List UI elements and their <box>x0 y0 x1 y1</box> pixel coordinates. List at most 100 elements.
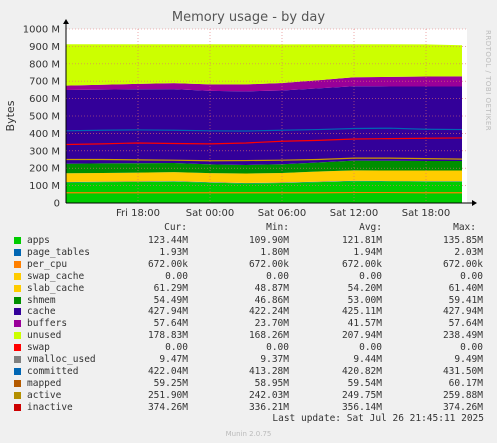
legend-series-name: slab_cache <box>27 282 85 294</box>
legend-row-mapped: mapped 59.25M 58.95M 59.54M 60.17M <box>0 378 497 390</box>
legend-value-max: 672.00k <box>442 258 483 270</box>
legend-value-max: 0.00 <box>460 270 483 282</box>
y-tick-label: 500 M <box>29 112 60 123</box>
legend-value-min: 413.28M <box>248 365 289 377</box>
legend-header-avg: Avg: <box>359 222 382 233</box>
legend-value-cur: 9.47M <box>159 354 188 365</box>
memory-chart: 0 100 M 200 M 300 M 400 M 500 M 600 M 700 M 800 … <box>4 19 477 219</box>
legend-swatch <box>14 391 21 399</box>
legend-value-max: 61.40M <box>448 282 483 294</box>
area-buffers <box>66 76 462 92</box>
legend-value-max: 135.85M <box>442 235 483 246</box>
legend-value-min: 58.95M <box>254 377 289 389</box>
legend-value-max: 238.49M <box>442 330 483 342</box>
last-update: Last update: Sat Jul 26 21:45:11 2025 <box>272 413 484 424</box>
legend-value-avg: 420.82M <box>341 365 382 377</box>
legend-value-max: 57.64M <box>448 318 483 330</box>
y-tick-label: 700 M <box>29 77 60 88</box>
y-tick-label: 300 M <box>29 146 60 157</box>
area-unused <box>66 44 462 86</box>
legend-series-name: swap <box>27 342 50 354</box>
area-shmem <box>66 160 462 174</box>
x-tick-label: Fri 18:00 <box>116 208 160 219</box>
legend-value-max: 9.49M <box>454 354 483 365</box>
legend-value-cur: 422.04M <box>147 365 188 377</box>
legend-value-avg: 1.94M <box>353 246 382 258</box>
legend-series-name: active <box>27 389 62 401</box>
legend-value-avg: 356.14M <box>341 401 382 413</box>
legend-header-cur: Cur: <box>164 222 187 233</box>
legend-swatch <box>14 344 21 352</box>
area-slab-cache <box>66 170 462 184</box>
legend-row-inactive: inactive 374.26M 336.21M 356.14M 374.26M <box>0 402 497 414</box>
legend-row-vmalloc-used: vmalloc_used 9.47M 9.37M 9.44M 9.49M <box>0 354 497 366</box>
legend-value-avg: 53.00M <box>347 294 382 306</box>
legend-swatch <box>14 356 21 363</box>
legend-row-unused: unused 178.83M 168.26M 207.94M 238.49M <box>0 330 497 342</box>
legend-row-shmem: shmem 54.49M 46.86M 53.00M 59.41M <box>0 295 497 307</box>
legend-value-max: 59.41M <box>448 294 483 306</box>
legend-value-min: 109.90M <box>248 235 289 246</box>
legend-swatch <box>14 320 21 328</box>
legend-series-name: swap_cache <box>27 270 85 282</box>
legend-value-min: 0.00 <box>266 270 289 282</box>
legend-series-name: cache <box>27 306 56 318</box>
legend-swatch <box>14 248 21 256</box>
y-tick-label: 1000 M <box>23 25 60 36</box>
x-axis-arrow <box>472 200 477 206</box>
legend-swatch <box>14 296 21 304</box>
legend-swatch <box>14 403 21 411</box>
legend-value-avg: 249.75M <box>341 389 382 401</box>
legend-value-min: 46.86M <box>254 294 289 306</box>
legend-value-avg: 121.81M <box>341 235 382 246</box>
y-tick-label: 200 M <box>29 164 60 175</box>
legend-swatch <box>14 332 21 340</box>
legend-value-avg: 0.00 <box>359 270 382 282</box>
line-active <box>66 157 463 162</box>
legend-series-name: shmem <box>27 294 56 306</box>
legend-value-avg: 9.44M <box>353 354 382 365</box>
y-tick-label: 900 M <box>29 42 60 53</box>
legend-value-max: 0.00 <box>460 342 483 354</box>
legend-value-min: 1.80M <box>260 246 289 258</box>
legend-swatch <box>14 260 21 268</box>
legend-series-name: apps <box>27 235 50 246</box>
legend-series-name: vmalloc_used <box>27 354 96 365</box>
legend-value-max: 427.94M <box>442 306 483 318</box>
chart-title: Memory usage - by day <box>171 10 326 25</box>
legend-value-max: 60.17M <box>448 377 483 389</box>
legend-value-cur: 57.64M <box>153 318 188 330</box>
x-tick-label: Sat 18:00 <box>402 208 450 219</box>
legend-value-avg: 672.00k <box>341 258 382 270</box>
legend-header-min: Min: <box>266 222 289 233</box>
legend-header-max: Max: <box>453 222 476 233</box>
legend-swatch <box>14 272 21 280</box>
legend-swatch <box>14 284 21 292</box>
legend-value-min: 422.24M <box>248 306 289 318</box>
y-tick-label: 400 M <box>29 129 60 140</box>
legend-value-cur: 54.49M <box>153 294 188 306</box>
legend-value-cur: 374.26M <box>147 401 188 413</box>
legend-value-cur: 0.00 <box>165 270 188 282</box>
legend-swatch <box>14 308 21 316</box>
legend-value-max: 259.88M <box>442 389 483 401</box>
legend-value-avg: 425.11M <box>341 306 382 318</box>
legend-row-swap: swap 0.00 0.00 0.00 0.00 <box>0 342 497 354</box>
x-tick-label: Sat 12:00 <box>330 208 378 219</box>
y-tick-label: 800 M <box>29 59 60 70</box>
legend-row-cache: cache 427.94M 422.24M 425.11M 427.94M <box>0 306 497 318</box>
y-axis-label: Bytes <box>4 100 17 131</box>
legend-series-name: committed <box>27 365 79 377</box>
legend-value-cur: 0.00 <box>165 342 188 354</box>
munin-version: Munin 2.0.75 <box>225 430 272 438</box>
legend-value-avg: 0.00 <box>359 342 382 354</box>
legend-value-min: 9.37M <box>260 354 289 365</box>
legend-series-name: mapped <box>27 377 62 389</box>
legend-row-slab-cache: slab_cache 61.29M 48.87M 54.20M 61.40M <box>0 283 497 295</box>
legend-value-min: 0.00 <box>266 342 289 354</box>
legend-value-max: 431.50M <box>442 365 483 377</box>
legend-swatch <box>14 237 21 244</box>
legend-series-name: unused <box>27 330 62 342</box>
legend-row-active: active 251.90M 242.03M 249.75M 259.88M <box>0 390 497 402</box>
y-tick-label: 100 M <box>29 181 60 192</box>
